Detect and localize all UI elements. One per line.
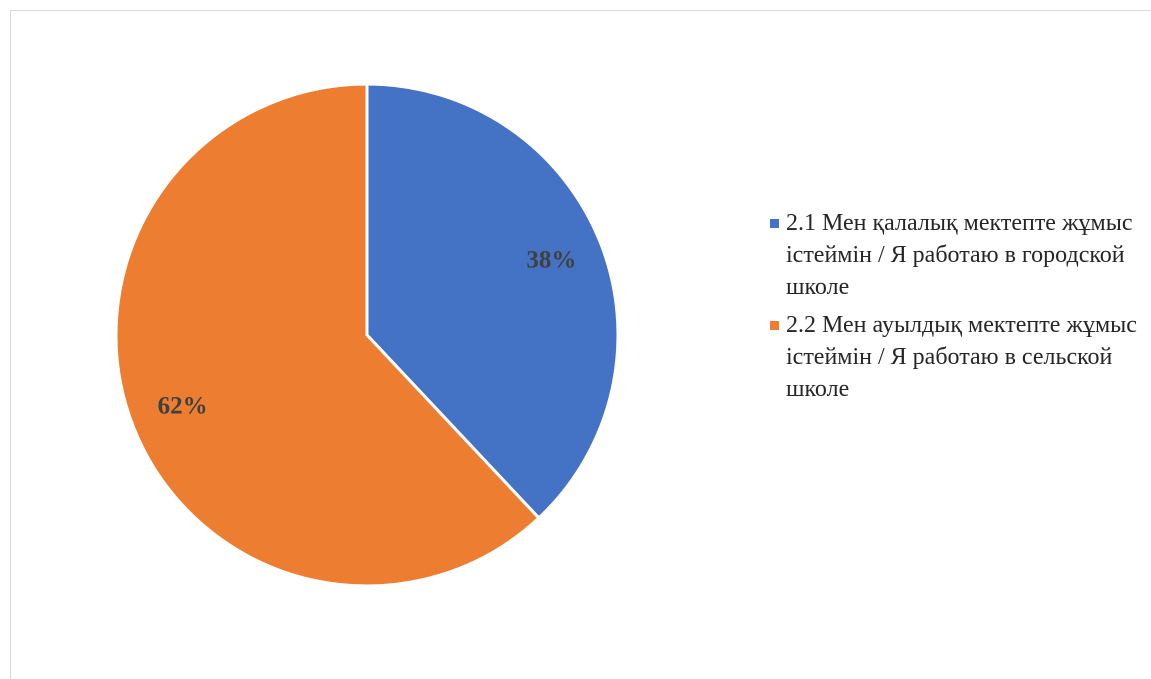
- data-label: 62%: [158, 393, 208, 420]
- legend-entry: 2.2 Мен ауылдық мектепте жұмыс істеймін …: [770, 309, 1145, 405]
- legend-key: [770, 321, 779, 330]
- pie-slice: [114, 82, 541, 588]
- legend-key: [770, 219, 779, 228]
- chart-border: [10, 10, 1151, 679]
- data-label: 38%: [526, 247, 576, 274]
- legend-label: 2.1 Мен қалалық мектепте жұмыс істеймін …: [786, 210, 1133, 300]
- legend: 2.1 Мен қалалық мектепте жұмыс істеймін …: [770, 207, 1145, 411]
- legend-entry: 2.1 Мен қалалық мектепте жұмыс істеймін …: [770, 207, 1145, 303]
- legend-label: 2.2 Мен ауылдық мектепте жұмыс істеймін …: [786, 312, 1137, 402]
- pie-slice: [365, 82, 620, 521]
